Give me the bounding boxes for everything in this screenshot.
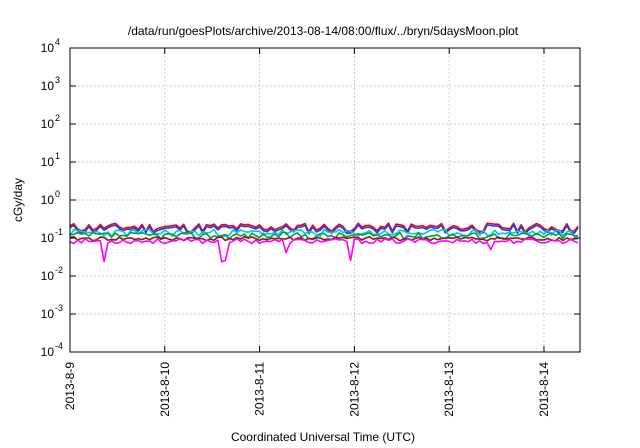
x-tick-label: 2013-8-12 (347, 362, 361, 417)
x-tick-label: 2013-8-13 (442, 362, 456, 417)
y-tick-exponent: 3 (55, 75, 60, 85)
y-tick-exponent: 1 (55, 151, 60, 161)
x-tick-label: 2013-8-11 (253, 362, 267, 416)
y-tick-exponent: 0 (55, 189, 60, 199)
y-tick-label: 10 (41, 269, 55, 283)
y-tick-exponent: 2 (55, 113, 60, 123)
chart-title: /data/run/goesPlots/archive/2013-08-14/0… (128, 24, 519, 38)
y-tick-label: 10 (41, 79, 55, 93)
x-tick-labels: 2013-8-9 2013-8-10 2013-8-11 2013-8-12 2013-… (63, 362, 551, 417)
data-series (69, 222, 579, 263)
y-tick-exponent: 4 (55, 37, 60, 47)
y-tick-label: 10 (41, 345, 55, 359)
y-tick-label: 10 (41, 193, 55, 207)
y-axis-label: cGy/day (11, 178, 25, 222)
series-line (69, 222, 579, 233)
y-tick-exponent: -3 (55, 303, 63, 313)
y-tick-label: 10 (41, 307, 55, 321)
series-line (69, 231, 579, 240)
series-line (69, 237, 579, 263)
series-line (69, 224, 579, 235)
y-tick-label: 10 (41, 231, 55, 245)
y-tick-label: 10 (41, 117, 55, 131)
y-tick-exponent: -2 (55, 265, 63, 275)
series-line (69, 235, 579, 242)
grid-lines (70, 48, 580, 352)
x-tick-label: 2013-8-10 (158, 362, 172, 417)
x-tick-label: 2013-8-14 (537, 362, 551, 417)
y-tick-exponent: -4 (55, 341, 63, 351)
y-tick-label: 10 (41, 155, 55, 169)
y-tick-label: 10 (41, 41, 55, 55)
y-tick-exponent: -1 (55, 227, 63, 237)
axis-ticks (69, 47, 580, 353)
x-axis-label: Coordinated Universal Time (UTC) (231, 430, 415, 444)
x-tick-label: 2013-8-9 (63, 362, 77, 410)
